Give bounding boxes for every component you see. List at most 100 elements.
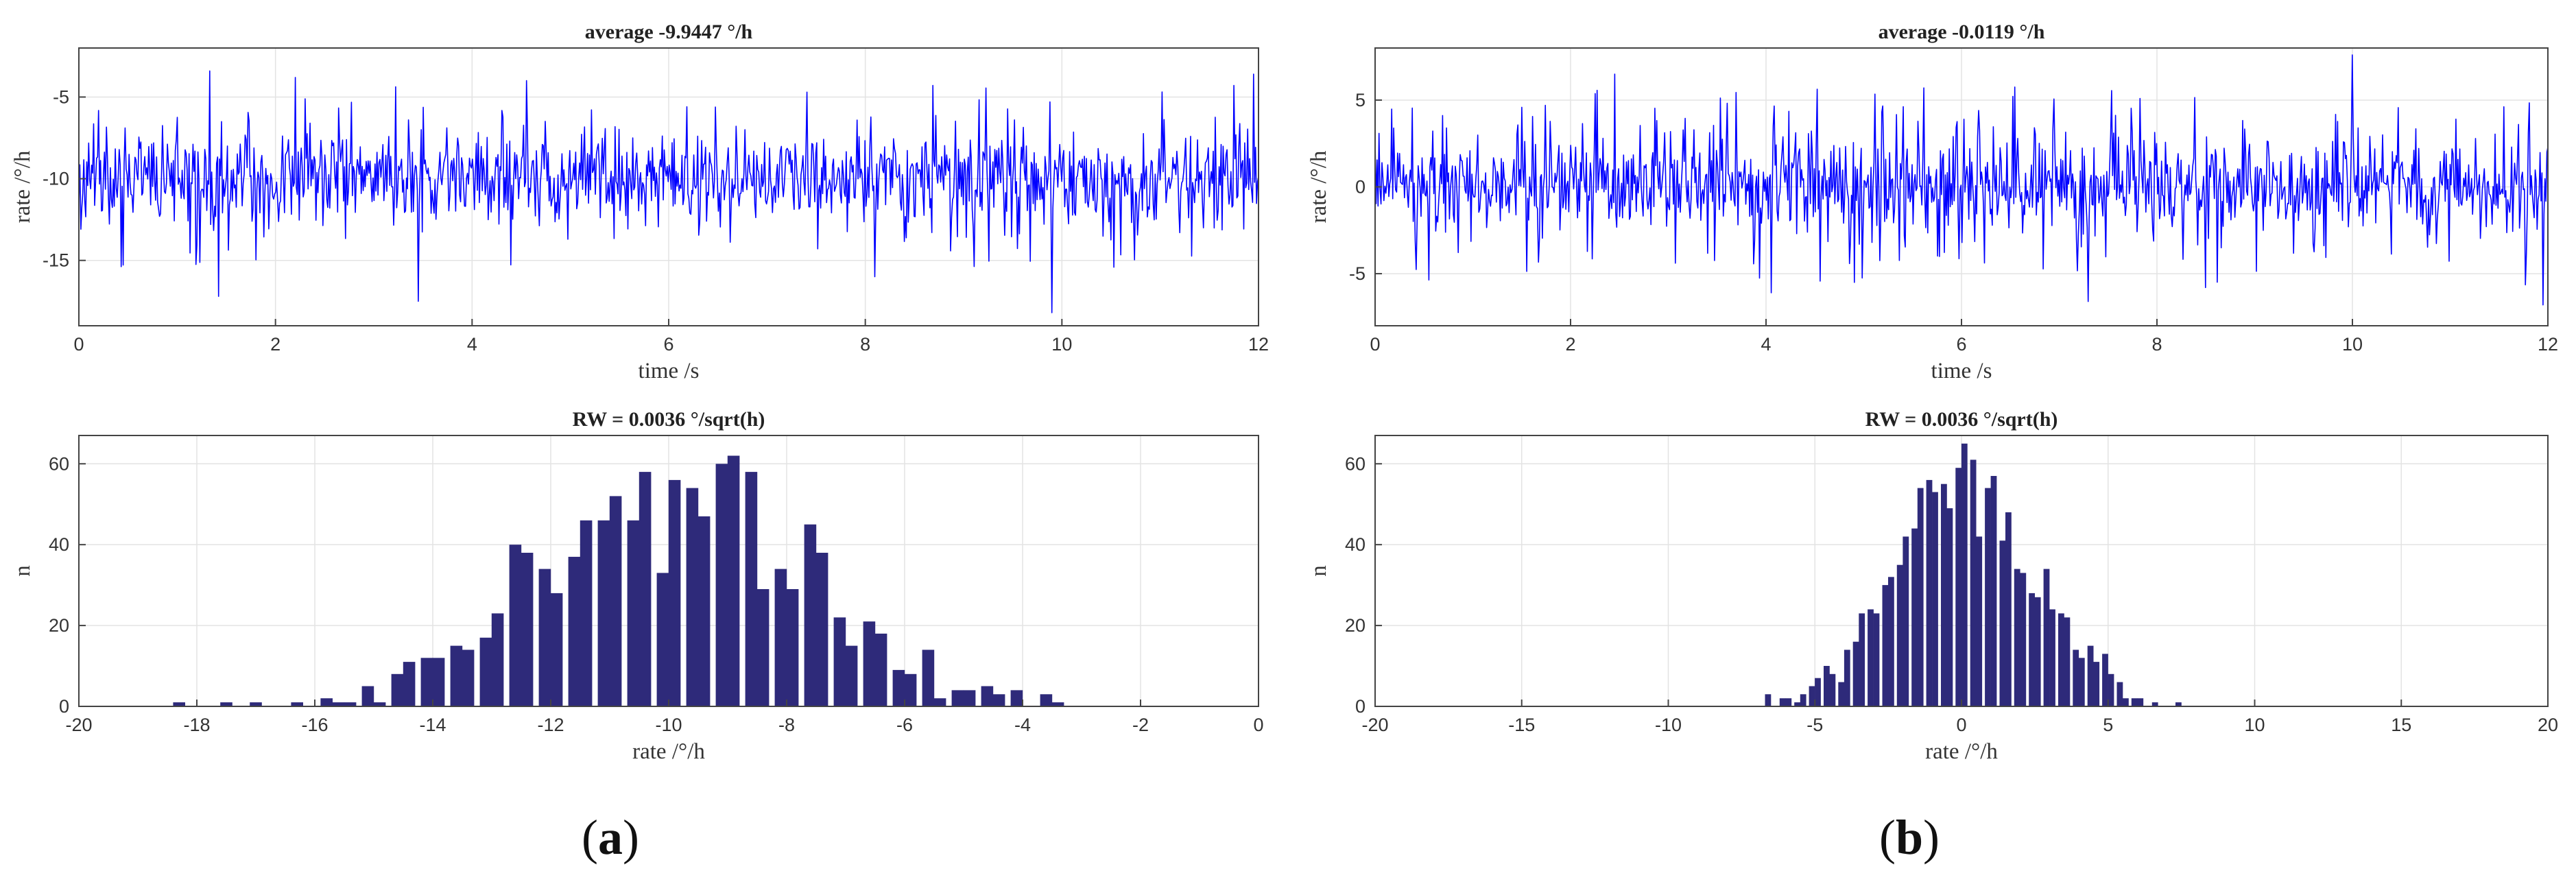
histogram-bar (627, 520, 640, 706)
histogram-bar (2049, 609, 2055, 706)
histogram-bar (1829, 673, 1836, 706)
histogram-bar (892, 669, 905, 706)
histogram-bar (609, 496, 622, 706)
x-tick-label: 0 (1956, 715, 1966, 735)
x-tick-label: 8 (2151, 334, 2162, 355)
x-tick-label: -16 (301, 715, 328, 735)
histogram-bar (479, 637, 492, 706)
histogram-bar (1794, 702, 1800, 706)
histogram-bar (361, 686, 374, 706)
histogram-bar (403, 662, 416, 706)
histogram-bar (220, 702, 232, 706)
histogram-bar (1051, 702, 1064, 706)
histogram-bar (2137, 698, 2144, 706)
histogram-bar (756, 589, 770, 706)
histogram-bar (2064, 617, 2071, 706)
x-axis-label: time /s (1931, 359, 1992, 383)
histogram-bar (933, 698, 946, 706)
x-tick-label: -2 (1132, 715, 1149, 735)
histogram-bar (2005, 512, 2012, 706)
y-tick-label: -5 (53, 86, 69, 107)
x-tick-label: -4 (1014, 715, 1031, 735)
histogram-bar (981, 686, 994, 706)
histogram-bar (450, 645, 463, 706)
histogram-bar (1932, 492, 1938, 706)
histogram-bar (863, 621, 876, 706)
histogram-bar (1824, 666, 1830, 706)
x-tick-label: 6 (1956, 334, 1966, 355)
y-tick-label: -5 (1349, 263, 1365, 284)
panel-label-a-close: ) (622, 810, 639, 865)
histogram-bar (1990, 476, 1997, 706)
histogram-bar (992, 694, 1005, 706)
y-axis-label: n (1307, 565, 1331, 577)
x-tick-label: 20 (2538, 715, 2558, 735)
histogram-bar (2108, 673, 2114, 706)
x-tick-label: 6 (663, 334, 673, 355)
histogram-bar (1976, 536, 1983, 706)
histogram-bar (332, 702, 345, 706)
histogram-bar (597, 520, 610, 706)
histogram-bar (2175, 702, 2182, 706)
x-tick-label: 4 (1761, 334, 1771, 355)
y-tick-label: 60 (1345, 453, 1365, 474)
histogram-bar (1010, 690, 1023, 706)
histogram-bar (373, 702, 386, 706)
histogram-bar (1911, 528, 1918, 706)
y-tick-label: 5 (1355, 90, 1365, 110)
series-line (78, 70, 1259, 313)
chart-title: average -0.0119 °/h (1879, 21, 2045, 43)
panel-label-a-letter: a (597, 810, 623, 865)
histogram-bar (727, 455, 740, 706)
histogram-bar (2131, 698, 2138, 706)
histogram-bar (432, 658, 445, 706)
histogram-bar (1873, 613, 1880, 706)
x-tick-label: -8 (778, 715, 795, 735)
histogram-bar (904, 673, 917, 706)
x-tick-label: -15 (1508, 715, 1535, 735)
chart-b-time-series: 0 2 4 6 8 10 12 -5 0 5 average -0.0119 °/h time /s r… (1307, 21, 2558, 383)
histogram-bar (922, 649, 935, 706)
y-axis-label: n (10, 565, 35, 577)
y-tick-label: 0 (1355, 696, 1365, 717)
histogram-bar (745, 472, 758, 706)
chart-title: RW = 0.0036 °/sqrt(h) (1865, 408, 2058, 431)
histogram-bar (951, 690, 964, 706)
histogram-bar (250, 702, 262, 706)
x-tick-label: 2 (1565, 334, 1575, 355)
histogram-bar (686, 488, 699, 706)
y-tick-label: 20 (49, 615, 69, 636)
histogram-bar (833, 617, 846, 706)
y-tick-label: 60 (49, 453, 69, 474)
histogram-bar (2014, 569, 2020, 706)
histogram-bar (2151, 702, 2158, 706)
histogram-bar (291, 702, 303, 706)
y-tick-label: 40 (49, 534, 69, 555)
histogram-bar (2123, 698, 2129, 706)
histogram-bar (462, 649, 475, 706)
panel-label-b-letter: b (1895, 810, 1924, 865)
x-tick-label: -14 (419, 715, 446, 735)
y-axis-label: rate /°/h (1307, 150, 1331, 223)
x-tick-label: 0 (1370, 334, 1380, 355)
y-tick-label: -15 (43, 250, 69, 271)
histogram-bar (668, 479, 681, 706)
y-tick-label: 0 (59, 696, 69, 717)
x-tick-label: 12 (2538, 334, 2558, 355)
histogram-bar (538, 569, 551, 706)
histogram-bar (2020, 573, 2027, 706)
histogram-bar (2078, 658, 2085, 706)
histogram-bar (874, 633, 887, 706)
y-tick-label: 40 (1345, 534, 1365, 555)
histogram-bar (774, 569, 787, 706)
histogram-bar (420, 658, 433, 706)
histogram-bar (1859, 613, 1865, 706)
x-tick-label: 2 (270, 334, 281, 355)
histogram-bar (1852, 641, 1859, 706)
histogram-bar (1838, 682, 1845, 706)
histogram-bar (550, 593, 563, 706)
histogram-bar (639, 472, 652, 706)
histogram-bar (1815, 678, 1821, 706)
histogram-bar (491, 613, 504, 706)
